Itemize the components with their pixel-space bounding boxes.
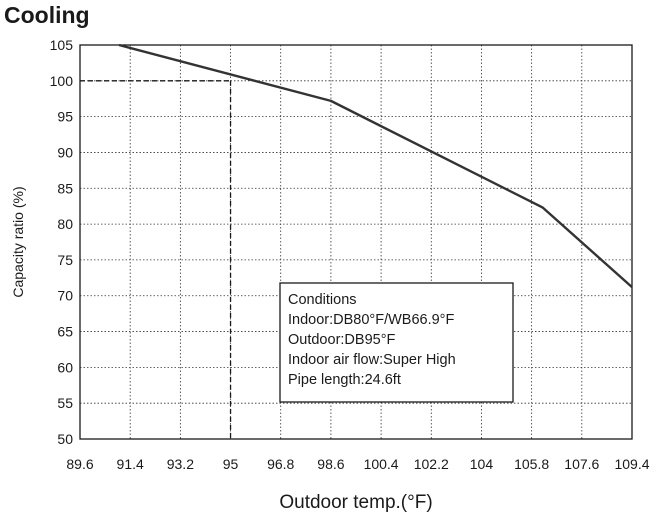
x-tick-label: 105.8 [514,456,549,472]
x-tick-label: 109.4 [614,456,649,472]
x-tick-label: 93.2 [167,456,194,472]
y-tick-label: 60 [57,359,73,375]
chart-title: Cooling [4,2,90,28]
conditions-line: Conditions [288,292,357,308]
conditions-line: Indoor air flow:Super High [288,352,456,368]
conditions-line: Pipe length:24.6ft [288,372,401,388]
x-axis-label: Outdoor temp.(°F) [279,492,432,513]
x-tick-label: 91.4 [117,456,144,472]
conditions-line: Outdoor:DB95°F [288,332,395,348]
x-tick-label: 98.6 [317,456,344,472]
y-tick-label: 75 [57,252,73,268]
y-tick-label: 105 [50,37,74,53]
y-tick-label: 80 [57,216,73,232]
y-tick-label: 100 [50,73,74,89]
x-tick-label: 100.4 [364,456,399,472]
y-tick-label: 90 [57,144,73,160]
x-tick-label: 104 [470,456,494,472]
series-line [118,43,633,289]
x-tick-label: 96.8 [267,456,294,472]
y-tick-label: 95 [57,109,73,125]
y-tick-label: 85 [57,180,73,196]
x-axis-ticks: 89.6 91.4 93.2 95 96.8 98.6 100.4 102.2 104 105.8… [66,456,649,472]
x-tick-label: 102.2 [414,456,449,472]
y-axis-label: Capacity ratio (%) [10,186,26,297]
conditions-box-frame [279,282,514,403]
y-tick-label: 70 [57,288,73,304]
conditions-line: Indoor:DB80°F/WB66.9°F [288,312,454,328]
conditions-box: Conditions Indoor:DB80°F/WB66.9°F Outdoor:… [279,282,514,403]
x-tick-label: 107.6 [564,456,599,472]
x-tick-label: 95 [223,456,239,472]
series-layer [118,43,633,289]
reference-lines [80,80,232,439]
y-axis-ticks: 50 55 60 65 70 75 80 85 90 95 100 105 [50,37,74,447]
plot-frame [79,44,633,440]
y-tick-label: 50 [57,431,73,447]
x-tick-label: 89.6 [66,456,93,472]
y-tick-label: 65 [57,324,73,340]
y-tick-label: 55 [57,395,73,411]
